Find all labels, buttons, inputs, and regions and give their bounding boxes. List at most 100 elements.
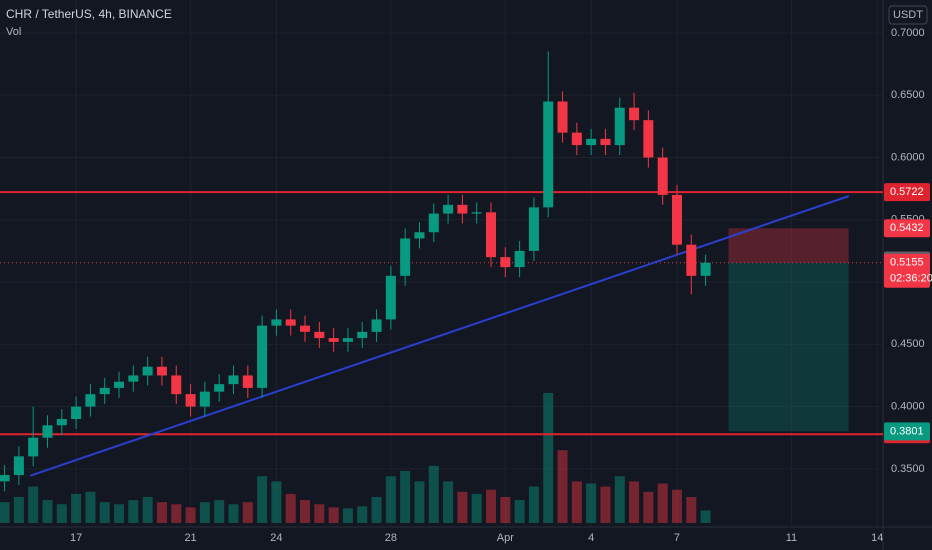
candle-body	[414, 232, 425, 239]
candle-body	[142, 366, 153, 376]
y-tick-label: 0.6500	[891, 89, 925, 101]
volume-bar	[471, 493, 482, 523]
candle-body	[586, 138, 597, 146]
target-tag-bg	[884, 422, 930, 441]
candle-body	[400, 238, 411, 276]
volume-bar	[242, 502, 253, 523]
volume-bar	[0, 502, 10, 523]
candle-body	[271, 319, 282, 326]
candle-body	[671, 194, 682, 245]
candle-body	[342, 338, 353, 342]
volume-bar	[114, 504, 125, 523]
candle-body	[700, 262, 711, 276]
candle-body	[0, 475, 10, 482]
volume-bar	[185, 507, 196, 523]
volume-bar	[528, 486, 539, 523]
volume-bar	[99, 502, 110, 523]
volume-pane	[0, 393, 711, 523]
last-price-tag-bg	[884, 253, 930, 288]
y-tick-label: 0.3500	[891, 463, 925, 475]
candle-body	[257, 325, 268, 388]
y-tick-label: 0.4000	[891, 400, 925, 412]
volume-bar	[557, 450, 568, 523]
currency: USDT	[893, 9, 923, 21]
candle-body	[629, 107, 640, 121]
volume-bar	[85, 491, 96, 523]
currency-box	[888, 5, 928, 25]
target-zone	[728, 262, 849, 432]
volume-bar	[42, 500, 53, 523]
volume-bar	[686, 497, 697, 523]
y-tick-label: 0.7000	[891, 27, 925, 39]
last-price-tag: 0.5155	[890, 257, 924, 269]
candle-body	[485, 212, 497, 258]
candle-body	[571, 132, 582, 146]
x-tick-label: 21	[184, 532, 196, 544]
axis: 0.35000.40000.45000.50000.55000.60000.65…	[70, 27, 932, 544]
candle-body	[686, 244, 697, 276]
candle-body	[528, 207, 539, 251]
candle-body	[614, 107, 625, 146]
volume-bar	[643, 491, 654, 523]
volume-bar	[657, 483, 668, 523]
volume-bar	[285, 493, 296, 523]
volume-bar	[271, 481, 282, 523]
candle-body	[328, 338, 339, 342]
candle-body	[99, 387, 110, 395]
candle-body	[443, 204, 454, 214]
volume-bar	[457, 491, 468, 523]
volume-bar	[142, 497, 153, 523]
candle-body	[543, 101, 554, 208]
candle-body	[13, 456, 24, 476]
volume-bar	[443, 481, 454, 523]
volume-bar	[400, 471, 411, 523]
candle-body	[657, 157, 668, 195]
volume-bar	[371, 497, 382, 523]
candle-body	[314, 331, 325, 339]
volume-bar	[128, 500, 139, 523]
volume-bar	[700, 510, 711, 523]
stop-tag-bg	[884, 219, 930, 238]
candle-body	[56, 419, 67, 426]
candle-body	[28, 437, 39, 457]
volume-bar	[342, 508, 353, 523]
candle-body	[514, 250, 525, 268]
candle-body	[242, 375, 253, 388]
candle-body	[643, 120, 654, 158]
x-tick-label: 28	[385, 532, 397, 544]
candle-body	[371, 319, 382, 332]
volume-bar	[600, 486, 611, 523]
volume-bar	[214, 500, 225, 523]
x-tick-label: 4	[588, 532, 594, 544]
x-tick-label: 7	[674, 532, 680, 544]
line-tag: 0.5722	[890, 186, 924, 198]
candle-body	[171, 375, 182, 395]
plot	[0, 51, 883, 492]
y-tick-label: 0.6000	[891, 151, 925, 163]
candle-body	[185, 394, 196, 407]
volume-bar	[385, 476, 396, 523]
candle-body	[600, 138, 611, 146]
candle-body	[428, 213, 439, 233]
candle-body	[85, 394, 96, 407]
candle-body	[457, 204, 468, 214]
volume-bar	[629, 481, 640, 523]
candle-body	[42, 425, 53, 438]
x-tick-label: 11	[786, 532, 797, 544]
candle-body	[385, 275, 396, 320]
candle-body	[199, 391, 210, 407]
candle-body	[300, 325, 311, 332]
candle-body	[500, 257, 511, 268]
countdown: 02:36:20	[890, 273, 932, 285]
volume-bar	[257, 476, 268, 523]
target-tag: 0.3801	[890, 425, 924, 437]
volume-bar	[328, 507, 339, 523]
candle-body	[214, 384, 225, 392]
y-tick-label: 0.4500	[891, 338, 925, 350]
volume-bar	[571, 481, 582, 523]
candle-body	[557, 101, 568, 133]
volume-bar	[514, 500, 525, 523]
volume-bar	[199, 502, 210, 523]
